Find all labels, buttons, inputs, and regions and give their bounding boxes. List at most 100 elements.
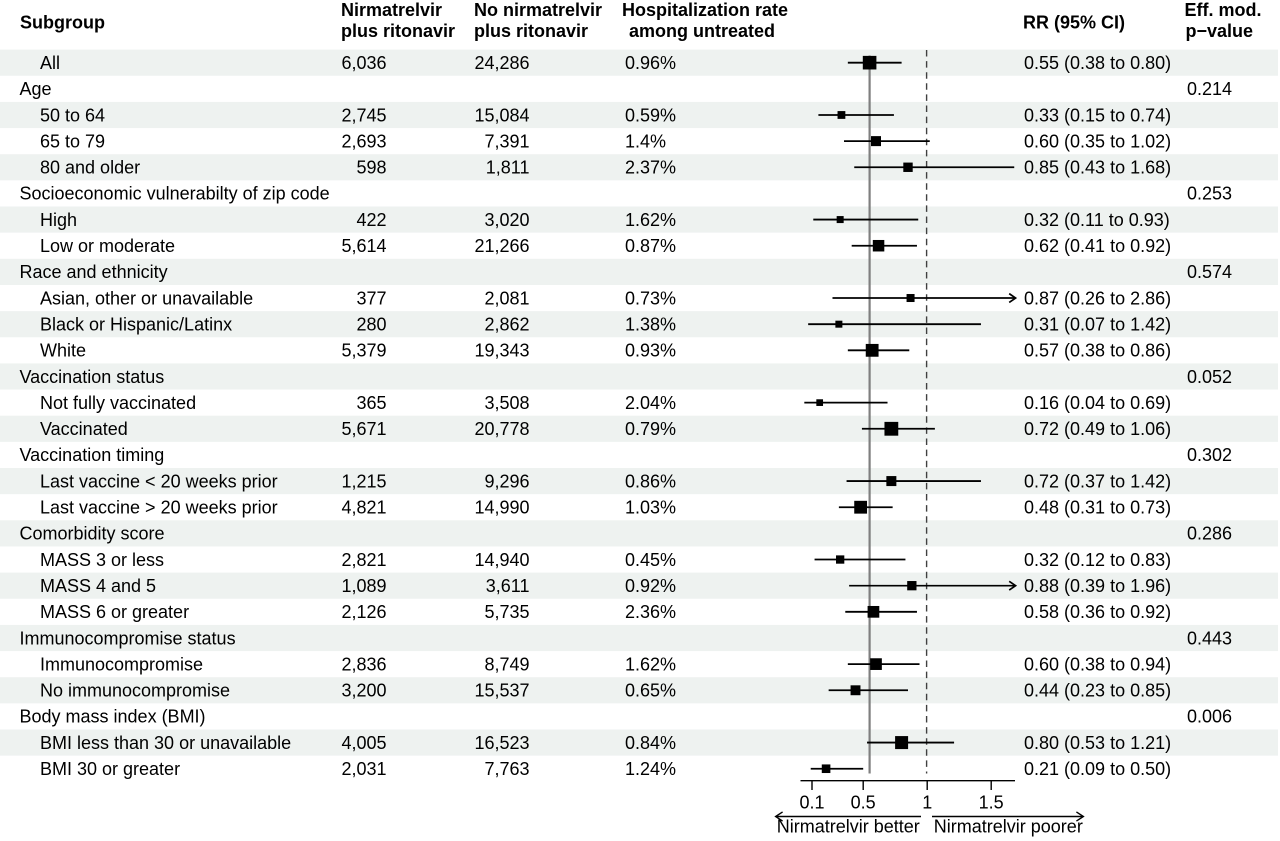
svg-text:Last vaccine < 20 weeks prior: Last vaccine < 20 weeks prior <box>40 471 278 491</box>
svg-text:377: 377 <box>356 288 386 308</box>
svg-text:p−value: p−value <box>1186 21 1254 41</box>
svg-text:7,763: 7,763 <box>484 759 529 779</box>
svg-text:15,084: 15,084 <box>474 105 529 125</box>
svg-text:0.1: 0.1 <box>799 793 824 813</box>
svg-text:0.44 (0.23 to 0.85): 0.44 (0.23 to 0.85) <box>1024 681 1171 701</box>
svg-text:0.62 (0.41 to 0.92): 0.62 (0.41 to 0.92) <box>1024 236 1171 256</box>
svg-text:BMI less than 30 or unavailabl: BMI less than 30 or unavailable <box>40 733 291 753</box>
svg-text:20,778: 20,778 <box>474 419 529 439</box>
svg-text:0.55 (0.38 to 0.80): 0.55 (0.38 to 0.80) <box>1024 53 1171 73</box>
svg-text:0.32 (0.11 to 0.93): 0.32 (0.11 to 0.93) <box>1024 210 1170 230</box>
svg-text:0.86%: 0.86% <box>625 471 676 491</box>
svg-text:2,862: 2,862 <box>484 315 529 335</box>
svg-text:Immunocompromise status: Immunocompromise status <box>20 628 236 648</box>
svg-text:0.443: 0.443 <box>1187 628 1232 648</box>
svg-text:14,990: 14,990 <box>474 498 529 518</box>
svg-text:0.84%: 0.84% <box>625 733 676 753</box>
svg-text:1,089: 1,089 <box>341 576 386 596</box>
svg-text:3,611: 3,611 <box>486 576 530 596</box>
svg-text:Hospitalization rate: Hospitalization rate <box>622 0 788 20</box>
svg-text:50 to 64: 50 to 64 <box>40 105 105 125</box>
svg-text:MASS 6 or greater: MASS 6 or greater <box>40 602 189 622</box>
svg-text:16,523: 16,523 <box>474 733 529 753</box>
svg-text:0.45%: 0.45% <box>625 550 676 570</box>
svg-text:among untreated: among untreated <box>629 21 775 41</box>
svg-text:5,614: 5,614 <box>341 236 386 256</box>
svg-text:1.38%: 1.38% <box>625 315 676 335</box>
svg-text:RR (95% CI): RR (95% CI) <box>1023 12 1125 32</box>
svg-text:2,126: 2,126 <box>341 602 386 622</box>
svg-text:0.59%: 0.59% <box>625 105 676 125</box>
svg-text:Comorbidity score: Comorbidity score <box>20 524 165 544</box>
svg-text:8,749: 8,749 <box>484 654 529 674</box>
svg-text:0.48 (0.31 to 0.73): 0.48 (0.31 to 0.73) <box>1024 498 1171 518</box>
svg-text:5,379: 5,379 <box>341 341 386 361</box>
svg-text:14,940: 14,940 <box>474 550 529 570</box>
svg-text:0.60 (0.35 to 1.02): 0.60 (0.35 to 1.02) <box>1024 131 1171 151</box>
svg-text:0.32 (0.12 to 0.83): 0.32 (0.12 to 0.83) <box>1024 550 1171 570</box>
svg-text:MASS 4 and 5: MASS 4 and 5 <box>40 576 156 596</box>
svg-text:0.006: 0.006 <box>1187 707 1232 727</box>
svg-text:1.4%: 1.4% <box>625 131 666 151</box>
svg-text:White: White <box>40 341 86 361</box>
svg-text:1.62%: 1.62% <box>625 654 676 674</box>
svg-text:0.87 (0.26 to 2.86): 0.87 (0.26 to 2.86) <box>1024 288 1171 308</box>
svg-text:0.85 (0.43 to 1.68): 0.85 (0.43 to 1.68) <box>1024 158 1171 178</box>
svg-text:6,036: 6,036 <box>341 53 386 73</box>
svg-text:BMI 30 or greater: BMI 30 or greater <box>40 759 180 779</box>
svg-text:Age: Age <box>20 79 52 99</box>
svg-text:0.80 (0.53 to 1.21): 0.80 (0.53 to 1.21) <box>1024 733 1171 753</box>
svg-text:598: 598 <box>356 158 386 178</box>
svg-text:0.253: 0.253 <box>1187 184 1232 204</box>
svg-text:0.052: 0.052 <box>1187 367 1232 387</box>
svg-text:0.574: 0.574 <box>1187 262 1232 282</box>
svg-text:80 and older: 80 and older <box>40 158 140 178</box>
svg-text:Not fully vaccinated: Not fully vaccinated <box>40 393 196 413</box>
svg-text:3,020: 3,020 <box>484 210 529 230</box>
svg-text:Nirmatrelvir: Nirmatrelvir <box>341 0 442 20</box>
svg-text:1.62%: 1.62% <box>625 210 676 230</box>
svg-text:Last vaccine > 20 weeks prior: Last vaccine > 20 weeks prior <box>40 498 278 518</box>
svg-text:0.72 (0.37 to 1.42): 0.72 (0.37 to 1.42) <box>1024 471 1171 491</box>
svg-text:Nirmatrelvir poorer: Nirmatrelvir poorer <box>934 817 1083 837</box>
svg-text:0.214: 0.214 <box>1187 79 1232 99</box>
svg-text:2,821: 2,821 <box>341 550 386 570</box>
svg-text:19,343: 19,343 <box>474 341 529 361</box>
svg-text:Black or Hispanic/Latinx: Black or Hispanic/Latinx <box>40 315 232 335</box>
svg-text:365: 365 <box>356 393 386 413</box>
svg-text:Eff. mod.: Eff. mod. <box>1185 0 1262 20</box>
svg-text:2.04%: 2.04% <box>625 393 676 413</box>
svg-text:1.03%: 1.03% <box>625 498 676 518</box>
svg-text:2.36%: 2.36% <box>625 602 676 622</box>
svg-text:2,081: 2,081 <box>484 288 529 308</box>
svg-text:0.88 (0.39 to 1.96): 0.88 (0.39 to 1.96) <box>1024 576 1171 596</box>
svg-text:Subgroup: Subgroup <box>20 12 105 32</box>
svg-text:Vaccinated: Vaccinated <box>40 419 128 439</box>
svg-text:0.58 (0.36 to 0.92): 0.58 (0.36 to 0.92) <box>1024 602 1171 622</box>
svg-text:MASS 3 or less: MASS 3 or less <box>40 550 164 570</box>
svg-text:No nirmatrelvir: No nirmatrelvir <box>474 0 602 20</box>
svg-text:0.72 (0.49 to 1.06): 0.72 (0.49 to 1.06) <box>1024 419 1171 439</box>
svg-text:15,537: 15,537 <box>474 681 529 701</box>
svg-text:0.65%: 0.65% <box>625 681 676 701</box>
svg-text:0.286: 0.286 <box>1187 524 1232 544</box>
svg-text:0.92%: 0.92% <box>625 576 676 596</box>
svg-text:No immunocompromise: No immunocompromise <box>40 681 230 701</box>
svg-text:Socioeconomic vulnerabilty of: Socioeconomic vulnerabilty of zip code <box>20 184 330 204</box>
svg-text:4,005: 4,005 <box>341 733 386 753</box>
svg-text:Vaccination timing: Vaccination timing <box>20 445 165 465</box>
svg-text:0.16 (0.04 to 0.69): 0.16 (0.04 to 0.69) <box>1024 393 1171 413</box>
svg-text:plus ritonavir: plus ritonavir <box>474 21 588 41</box>
svg-text:0.93%: 0.93% <box>625 341 676 361</box>
svg-text:3,508: 3,508 <box>484 393 529 413</box>
svg-text:0.33 (0.15 to 0.74): 0.33 (0.15 to 0.74) <box>1024 105 1171 125</box>
svg-text:7,391: 7,391 <box>484 131 529 151</box>
svg-text:Vaccination status: Vaccination status <box>20 367 165 387</box>
svg-text:Nirmatrelvir better: Nirmatrelvir better <box>777 817 920 837</box>
svg-text:21,266: 21,266 <box>474 236 529 256</box>
svg-text:2,745: 2,745 <box>341 105 386 125</box>
svg-text:24,286: 24,286 <box>474 53 529 73</box>
svg-text:1,215: 1,215 <box>341 471 386 491</box>
svg-text:plus ritonavir: plus ritonavir <box>341 21 455 41</box>
svg-text:Race and ethnicity: Race and ethnicity <box>20 262 168 282</box>
